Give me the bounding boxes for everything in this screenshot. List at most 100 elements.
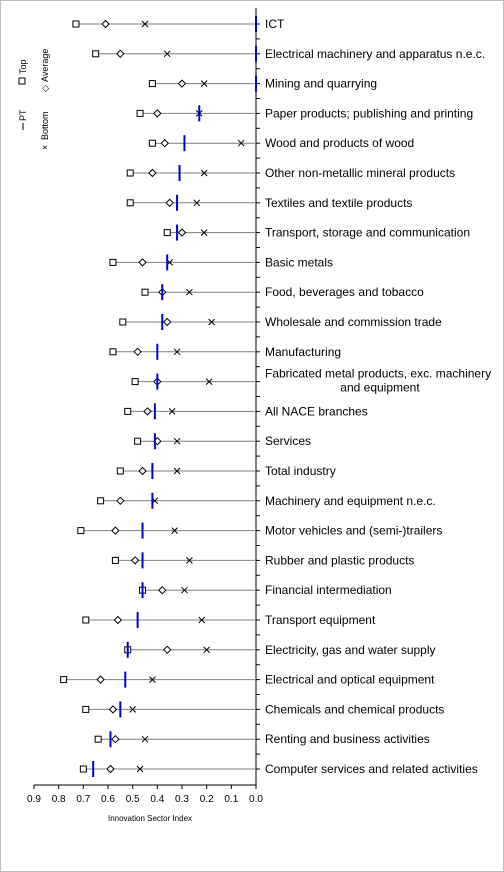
bottom-marker [129,706,137,713]
bottom-marker [186,557,193,564]
top-marker [109,258,117,266]
category-label: Food, beverages and tobacco [265,285,424,299]
bottom-marker [186,288,193,296]
average-marker [116,496,125,506]
category-label-line2: and equipment [340,381,420,395]
top-marker [163,229,171,237]
legend-pt-label: PT [18,109,28,121]
average-marker [158,585,167,595]
category-label: Services [265,434,311,448]
legend-top-marker [18,77,26,85]
category-label: Electrical machinery and apparatus n.e.c… [265,47,485,61]
category-label: Renting and business activities [265,732,430,746]
x-axis-label: Innovation Sector Index [108,814,192,823]
top-marker [72,20,80,28]
category-label: Wholesale and commission trade [265,315,442,329]
top-marker [116,467,124,475]
x-tick-label: 0.5 [126,794,140,805]
top-marker [111,556,119,564]
category-label: Mining and quarrying [265,77,377,91]
category-label: All NACE branches [265,404,368,418]
average-marker [177,79,187,88]
average-marker [138,258,147,267]
category-label: Chemicals and chemical products [265,702,444,716]
category-label: Rubber and plastic products [265,553,414,567]
legend-average-marker: ◇ [40,85,50,92]
average-marker [165,198,174,208]
x-tick-label: 0.3 [175,794,189,805]
category-label: Computer services and related activities [265,762,478,776]
top-marker [77,527,85,535]
bottom-marker [208,318,215,326]
category-label: Motor vehicles and (semi-)trailers [265,524,442,538]
category-label: Manufacturing [265,345,341,359]
category-label: Other non-metallic mineral products [265,166,455,180]
bottom-marker [171,527,178,534]
top-marker [82,705,90,713]
category-label: Basic metals [265,255,333,269]
average-marker [143,407,152,416]
average-marker [106,764,115,774]
average-marker [108,705,118,714]
x-tick-label: 0.6 [101,794,115,805]
legend: PT × Bottom Top ◇ Average [18,49,50,150]
x-tick-label: 0.9 [27,794,41,805]
top-marker [60,676,68,684]
bottom-marker [141,735,149,743]
category-label: Transport, storage and communication [265,226,470,240]
x-tick-label: 0.2 [200,794,214,805]
x-tick-label: 0.4 [150,794,164,805]
top-marker [94,735,102,743]
bottom-marker [205,378,213,385]
bottom-marker [193,199,201,207]
top-marker [136,109,144,117]
average-marker [133,347,142,357]
bottom-marker [200,229,208,236]
bottom-marker [237,139,245,147]
average-marker [177,228,187,237]
bottom-marker [168,408,176,415]
bottom-marker [181,586,188,594]
x-tick-label: 0.1 [224,794,238,805]
average-marker [96,675,105,684]
top-marker [148,139,156,147]
top-marker [119,318,127,326]
average-marker [162,645,172,655]
top-marker [134,437,142,445]
category-label: Financial intermediation [265,583,392,597]
category-label: Wood and products of wood [265,136,414,150]
average-marker [160,138,169,148]
average-marker [111,734,120,744]
bottom-marker [136,765,144,773]
legend-bottom-label: Bottom [40,111,50,140]
average-marker [116,49,125,59]
average-marker [130,556,140,565]
category-label: Paper products; publishing and printing [265,106,473,120]
average-marker [138,466,147,476]
bottom-marker [173,467,181,475]
top-marker [97,497,105,505]
bottom-marker [149,676,156,683]
top-marker [148,80,156,88]
category-label: ICT [265,17,285,31]
top-marker [92,50,100,58]
top-marker [82,616,90,624]
bottom-marker [173,348,181,356]
top-marker [124,407,132,415]
bottom-marker [163,50,171,58]
category-label: Transport equipment [265,613,376,627]
x-tick-label: 0.7 [76,794,90,805]
legend-average-label: Average [40,49,50,82]
top-marker [131,378,139,386]
bottom-marker [173,437,181,445]
plot-area: 0.9 0.8 0.7 0.6 0.5 0.4 0.3 0.2 0.1 0.0 ICT Electri… [27,8,491,805]
category-label: Total industry [265,464,336,478]
category-label: Fabricated metal products, exc. machiner… [265,367,491,381]
top-marker [141,288,149,296]
bottom-marker [141,20,149,28]
top-marker [109,348,117,356]
category-label: Electrical and optical equipment [265,673,435,687]
bottom-marker [200,169,208,177]
